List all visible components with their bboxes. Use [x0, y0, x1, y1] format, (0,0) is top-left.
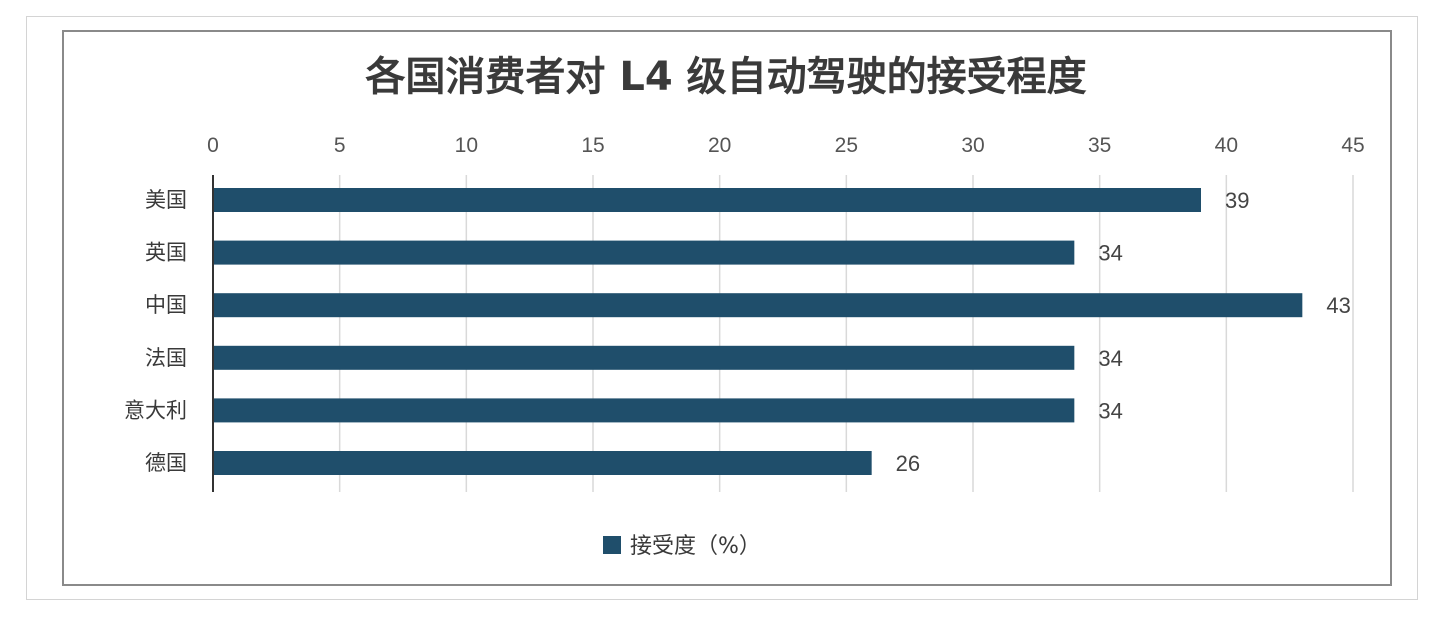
data-label: 34	[1098, 241, 1122, 266]
value-labels: 39 34 43 34 34 26	[896, 188, 1351, 476]
category-label: 德国	[145, 451, 187, 475]
data-label: 34	[1098, 346, 1122, 371]
category-label: 美国	[145, 188, 187, 212]
x-tick-label: 30	[961, 134, 984, 157]
bar	[213, 188, 1201, 212]
legend-label: 接受度（%）	[630, 534, 761, 559]
x-tick-label: 40	[1215, 134, 1238, 157]
data-label: 26	[896, 451, 920, 476]
category-label: 中国	[145, 293, 187, 317]
x-tick-label: 45	[1341, 134, 1364, 157]
x-axis-ticks: 0 5 10 15 20 25 30 35 40 45	[207, 134, 1365, 157]
bar	[213, 345, 1075, 370]
data-label: 39	[1225, 188, 1249, 213]
x-tick-label: 15	[581, 134, 604, 157]
category-label: 法国	[145, 346, 187, 370]
data-label: 34	[1098, 398, 1122, 423]
grid-lines	[338, 175, 1354, 492]
x-tick-label: 10	[455, 134, 478, 157]
chart-title: 各国消费者对 L4 级自动驾驶的接受程度	[365, 54, 1086, 100]
category-label: 英国	[145, 241, 187, 265]
bar	[213, 398, 1075, 423]
legend-swatch	[603, 536, 621, 554]
category-label: 意大利	[124, 398, 187, 422]
bar	[213, 293, 1303, 318]
x-tick-label: 20	[708, 134, 731, 157]
bar	[213, 240, 1075, 265]
x-tick-label: 5	[334, 134, 346, 157]
legend: 接受度（%）	[603, 534, 761, 559]
bars	[213, 188, 1303, 475]
data-label: 43	[1326, 293, 1350, 318]
x-tick-label: 25	[835, 134, 858, 157]
bar	[213, 451, 872, 475]
x-tick-label: 0	[207, 134, 219, 157]
x-tick-label: 35	[1088, 134, 1111, 157]
